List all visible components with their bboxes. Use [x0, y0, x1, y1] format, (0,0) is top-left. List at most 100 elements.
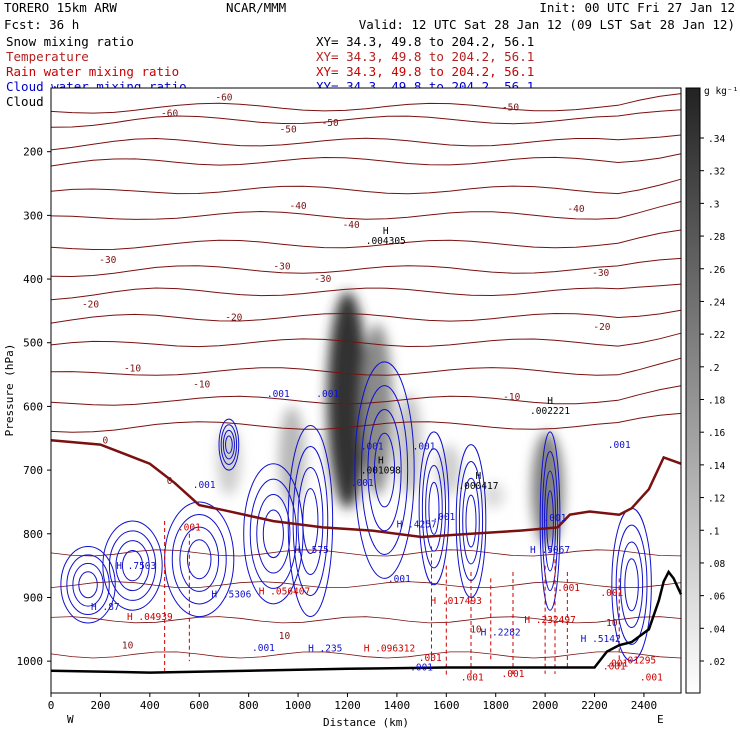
- cloud-ice-max-marker: H: [547, 396, 553, 407]
- isotherm-label: 0: [102, 435, 108, 446]
- colorbar-gradient: [685, 87, 701, 694]
- cloud-water-contour: [186, 539, 212, 580]
- snow-shade-cell: [361, 323, 393, 496]
- x-tick-label: 2400: [631, 699, 658, 712]
- cloud-water-label: .001: [413, 442, 436, 453]
- isotherm-line: [50, 309, 682, 324]
- isotherm-label: 10: [470, 625, 482, 636]
- x-tick-label: 1800: [482, 699, 509, 712]
- y-tick-label: 400: [23, 273, 43, 286]
- cloud-water-contour: [179, 526, 220, 592]
- plot-area: -60 -60 -50 -50 -50 -40 -40 -40 -30 -30 -30 -30 -20 -…: [3, 87, 683, 729]
- isotherm-label: -10: [193, 379, 210, 390]
- cloud-water-contour: [78, 571, 98, 599]
- init-time: Init: 00 UTC Fri 27 Jan 12: [539, 0, 735, 15]
- cloud-water-label: H .5306: [211, 589, 251, 600]
- colorbar-tick-label: .32: [708, 167, 725, 178]
- rain-water-label: H .056407: [259, 586, 310, 597]
- colorbar-tick-label: .14: [708, 461, 725, 472]
- snow-shade-cell: [278, 406, 305, 509]
- isotherm-label: -50: [322, 118, 339, 129]
- x-axis: 0 200 400 600 800 1000 1200 1400 1600 1800 2000 220…: [48, 693, 658, 712]
- field-name: Rain water mixing ratio: [6, 64, 179, 79]
- isotherm-line: [50, 616, 682, 624]
- colorbar: g kg⁻¹ .34 .32 .3 .28 .26 .24 .22 .2 .18 .16 .14 .1…: [685, 86, 738, 694]
- cloud-ice-max-marker: H: [476, 471, 482, 482]
- temperature-contours: [50, 93, 682, 659]
- cloud-water-label: .001: [316, 389, 339, 400]
- isotherm-line: [50, 412, 682, 433]
- isotherm-line: [50, 581, 682, 589]
- x-tick-label: 1400: [384, 699, 411, 712]
- field-xy: XY= 34.3, 49.8 to 204.2, 56.1: [316, 34, 534, 49]
- isotherm-label: -40: [343, 220, 360, 231]
- y-tick-label: 900: [23, 591, 43, 604]
- rain-water-label: H .017493: [430, 596, 481, 607]
- cloud-ice-max-value: .004305: [366, 236, 406, 247]
- colorbar-tick-label: .24: [708, 297, 725, 308]
- cloud-water-contour: [66, 554, 110, 616]
- cloud-water-label: H .87: [91, 602, 120, 613]
- cloud-water-contour: [620, 541, 644, 629]
- isotherm-line: [50, 109, 682, 128]
- x-tick-label: 800: [239, 699, 259, 712]
- colorbar-tick-label: .06: [708, 592, 725, 603]
- isotherm-label: -30: [273, 262, 290, 273]
- cloud-water-contour: [428, 481, 440, 535]
- isotherm-label: -50: [502, 102, 519, 113]
- cloud-water-label: .001: [388, 574, 411, 585]
- cloud-water-contour: [287, 425, 334, 618]
- isotherm-line: [50, 201, 682, 220]
- cloud-water-contour: [225, 435, 233, 454]
- colorbar-tick-label: .34: [708, 134, 725, 145]
- cloud-water-contour: [102, 520, 163, 611]
- cloud-water-contour: [462, 477, 480, 565]
- cloud-water-label: H .235: [308, 644, 342, 655]
- model-title: TORERO 15km ARW: [4, 0, 117, 15]
- colorbar-ticks: .34 .32 .3 .28 .26 .24 .22 .2 .18 .16 .14 .12 .1 .08.…: [700, 134, 725, 668]
- x-tick-label: 2200: [581, 699, 608, 712]
- cloud-water-contour: [256, 494, 291, 574]
- snow-shade-cell: [482, 482, 505, 509]
- x-tick-label: 1600: [433, 699, 460, 712]
- cloud-water-label: H .5067: [530, 545, 570, 556]
- y-tick-label: 500: [23, 337, 43, 350]
- cloud-water-contour: [222, 429, 235, 460]
- rain-water-label: .001: [461, 672, 484, 683]
- plot-frame: [50, 87, 682, 694]
- rain-water-label: H .04939: [127, 612, 173, 623]
- y-tick-label: 300: [23, 209, 43, 222]
- y-tick-label: 1000: [17, 655, 44, 668]
- isotherm-line: [50, 357, 682, 376]
- rain-water-contours: [164, 521, 620, 681]
- cloud-water-contour: [615, 524, 648, 645]
- y-axis: 200 300 400 500 600 700 800 900 1000: [17, 146, 51, 668]
- cloud-ice-max-marker: H: [378, 455, 384, 466]
- cloud-water-contour: [249, 478, 297, 589]
- snow-shade-cell: [327, 291, 368, 509]
- x-axis-label: Distance (km): [323, 716, 409, 729]
- cloud-water-label: H .2282: [481, 628, 521, 639]
- rain-water-label: .001: [178, 523, 201, 534]
- rain-water-label: .001: [640, 672, 663, 683]
- rain-water-label: .001: [600, 588, 623, 599]
- isotherm-line: [50, 385, 682, 406]
- isotherm-line: [50, 134, 682, 151]
- isotherm-line: [50, 153, 682, 167]
- cloud-water-contour: [220, 424, 238, 466]
- colorbar-tick-label: .22: [708, 330, 725, 341]
- isotherm-line: [50, 93, 682, 114]
- y-tick-label: 200: [23, 146, 43, 159]
- cloud-water-label: .001: [608, 440, 631, 451]
- colorbar-tick-label: .26: [708, 265, 725, 276]
- isotherm-label: -30: [314, 274, 331, 285]
- colorbar-tick-label: .16: [708, 428, 725, 439]
- isotherm-label: 0: [167, 476, 173, 487]
- cloud-water-contour: [302, 488, 319, 555]
- cloud-water-label: .001: [432, 512, 455, 523]
- isotherm-line: [50, 332, 682, 348]
- cloud-water-label: H .5142: [581, 634, 621, 645]
- cloud-water-label: H .575: [294, 545, 328, 556]
- field-name: Temperature: [6, 49, 89, 64]
- cloud-water-contour: [624, 558, 639, 612]
